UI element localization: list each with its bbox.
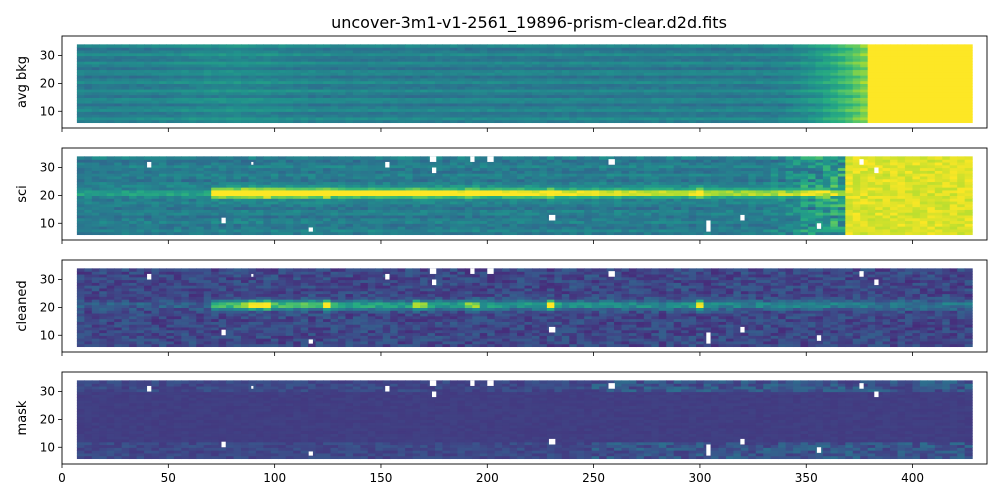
masked-pixel (385, 274, 389, 280)
masked-pixel (740, 327, 744, 333)
masked-pixel (470, 380, 474, 386)
masked-pixel (874, 392, 878, 398)
y-tick-label: 20 (40, 76, 55, 90)
masked-pixel (147, 162, 151, 168)
masked-pixel (706, 444, 710, 455)
masked-pixel (817, 335, 821, 341)
y-tick-label: 20 (40, 412, 55, 426)
x-tick-label: 300 (688, 471, 711, 485)
masked-pixel (432, 280, 436, 286)
panel-1: 10 20 30 sci (15, 148, 987, 244)
masked-pixel (487, 380, 493, 386)
masked-pixel (740, 215, 744, 221)
y-tick-label: 10 (40, 328, 55, 342)
masked-pixel (432, 168, 436, 174)
masked-pixel (608, 159, 614, 165)
panel-0: 10 20 30 avg bkg (15, 36, 987, 132)
masked-pixel (874, 280, 878, 286)
x-tick-label: 200 (476, 471, 499, 485)
masked-pixel (385, 386, 389, 392)
masked-pixel (817, 447, 821, 453)
y-axis-label: cleaned (15, 280, 30, 331)
masked-pixel (549, 439, 555, 445)
masked-pixel (430, 268, 436, 274)
masked-pixel (470, 268, 474, 274)
y-axis-label: avg bkg (15, 56, 30, 108)
heatmap (77, 156, 973, 235)
masked-pixel (859, 383, 863, 389)
masked-pixel (385, 162, 389, 168)
y-tick-label: 30 (40, 273, 55, 287)
y-tick-label: 20 (40, 188, 55, 202)
masked-pixel (221, 330, 225, 336)
heatmap (77, 268, 973, 347)
masked-pixel (309, 339, 313, 343)
y-tick-label: 20 (40, 300, 55, 314)
y-tick-label: 30 (40, 161, 55, 175)
chart-title: uncover-3m1-v1-2561_19896-prism-clear.d2… (331, 13, 727, 33)
masked-pixel (549, 327, 555, 333)
x-tick-label: 150 (370, 471, 393, 485)
masked-pixel (549, 215, 555, 221)
masked-pixel (309, 227, 313, 231)
masked-pixel (874, 168, 878, 174)
masked-pixel (859, 271, 863, 277)
y-tick-label: 10 (40, 440, 55, 454)
y-tick-label: 10 (40, 104, 55, 118)
panel-2: 10 20 30 cleaned (15, 260, 987, 356)
heatmap (77, 380, 973, 459)
masked-pixel (487, 156, 493, 162)
masked-pixel (706, 220, 710, 231)
masked-pixel (251, 386, 253, 389)
x-tick-label: 50 (161, 471, 176, 485)
x-tick-label: 0 (58, 471, 66, 485)
x-tick-label: 250 (582, 471, 605, 485)
x-tick-label: 400 (901, 471, 924, 485)
heatmap (77, 44, 973, 123)
y-tick-label: 10 (40, 216, 55, 230)
masked-pixel (309, 451, 313, 455)
masked-pixel (147, 386, 151, 392)
masked-pixel (430, 156, 436, 162)
y-tick-label: 30 (40, 49, 55, 63)
masked-pixel (608, 383, 614, 389)
masked-pixel (430, 380, 436, 386)
masked-pixel (608, 271, 614, 277)
masked-pixel (221, 218, 225, 224)
masked-pixel (147, 274, 151, 280)
masked-pixel (432, 392, 436, 398)
y-axis-label: mask (15, 400, 30, 435)
y-tick-label: 30 (40, 385, 55, 399)
masked-pixel (251, 274, 253, 277)
masked-pixel (706, 332, 710, 343)
x-tick-label: 100 (263, 471, 286, 485)
masked-pixel (817, 223, 821, 229)
masked-pixel (470, 156, 474, 162)
y-axis-label: sci (15, 185, 30, 203)
x-tick-label: 350 (795, 471, 818, 485)
masked-pixel (251, 162, 253, 165)
masked-pixel (740, 439, 744, 445)
masked-pixel (859, 159, 863, 165)
masked-pixel (487, 268, 493, 274)
masked-pixel (221, 442, 225, 448)
